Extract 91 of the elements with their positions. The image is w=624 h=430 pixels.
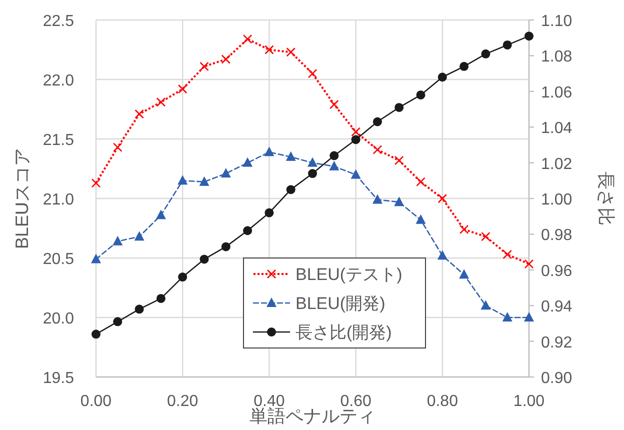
point [113,317,122,326]
point [220,168,231,178]
point [437,250,448,260]
point [372,145,382,154]
point [134,304,144,314]
point [243,226,252,236]
x-tick-label: 0.20 [167,393,198,410]
x-tick-label: 0.80 [426,393,458,410]
point [502,250,512,260]
point [460,62,469,71]
x-tick-label: 0.00 [80,393,112,410]
point [394,102,404,112]
point [134,109,144,119]
point [91,178,101,188]
y-tick-label: 22.5 [42,13,74,30]
point [242,157,253,167]
y2-tick-label: 1.08 [541,48,572,66]
point [264,45,274,54]
point [156,294,166,303]
point [459,224,469,234]
point [178,272,188,282]
point [200,62,209,72]
point [416,90,426,100]
y2-tick-label: 0.98 [541,227,572,244]
point [330,151,339,160]
y2-tick-label: 0.94 [541,298,572,316]
y-tick-label: 20.0 [42,310,74,328]
point [350,169,361,179]
point [351,135,360,144]
point [329,160,340,170]
point [308,68,318,78]
point [112,236,123,246]
y-axis-title: BLEUスコア [12,148,32,250]
point [524,259,534,269]
y2-tick-label: 1.02 [541,156,572,173]
point [178,84,188,94]
legend-label: BLEU(テスト) [296,265,402,284]
point [438,72,447,82]
point [480,300,491,310]
point [372,117,382,126]
point [92,330,100,339]
point [221,54,231,64]
point [221,242,230,252]
point [286,151,296,161]
point [286,47,296,57]
y2-tick-label: 1.10 [541,13,572,30]
point [502,312,512,322]
y-tick-label: 20.5 [42,251,74,268]
point [481,49,490,58]
y-tick-label: 22.0 [42,72,74,90]
point [416,177,426,186]
point [199,176,210,186]
point [308,169,317,178]
x-tick-label: 1.00 [513,393,545,410]
point [178,175,188,185]
point [91,254,101,264]
y2-axis-title: 長さ比 [596,172,616,226]
y-tick-label: 19.5 [42,370,74,387]
point [113,142,122,152]
y-tick-label: 21.0 [42,192,74,208]
point [200,254,209,264]
point [502,40,512,50]
point [372,194,382,204]
legend-label: BLEU(開発) [296,294,386,313]
point [394,196,404,206]
y2-tick-label: 1.06 [541,84,572,102]
y-tick-label: 21.5 [42,132,74,149]
point [394,156,404,166]
point [242,34,252,44]
point [308,157,318,167]
point [416,214,426,224]
point [351,127,360,137]
point [156,210,166,220]
point [134,231,144,241]
point [286,185,296,194]
y2-tick-label: 0.92 [541,334,572,352]
point [264,208,274,218]
point [481,232,490,242]
legend-label: 長さ比(開発) [296,323,392,342]
y2-tick-label: 1.04 [541,120,572,138]
point [156,97,166,107]
y2-tick-label: 0.90 [541,370,572,387]
point [438,194,448,204]
point [459,269,470,279]
point [524,312,534,322]
x-tick-label: 0.60 [340,393,372,410]
point [524,32,534,41]
y2-tick-label: 0.96 [541,262,572,280]
y2-tick-label: 1.00 [541,192,572,208]
point [264,146,274,156]
point [330,100,339,110]
